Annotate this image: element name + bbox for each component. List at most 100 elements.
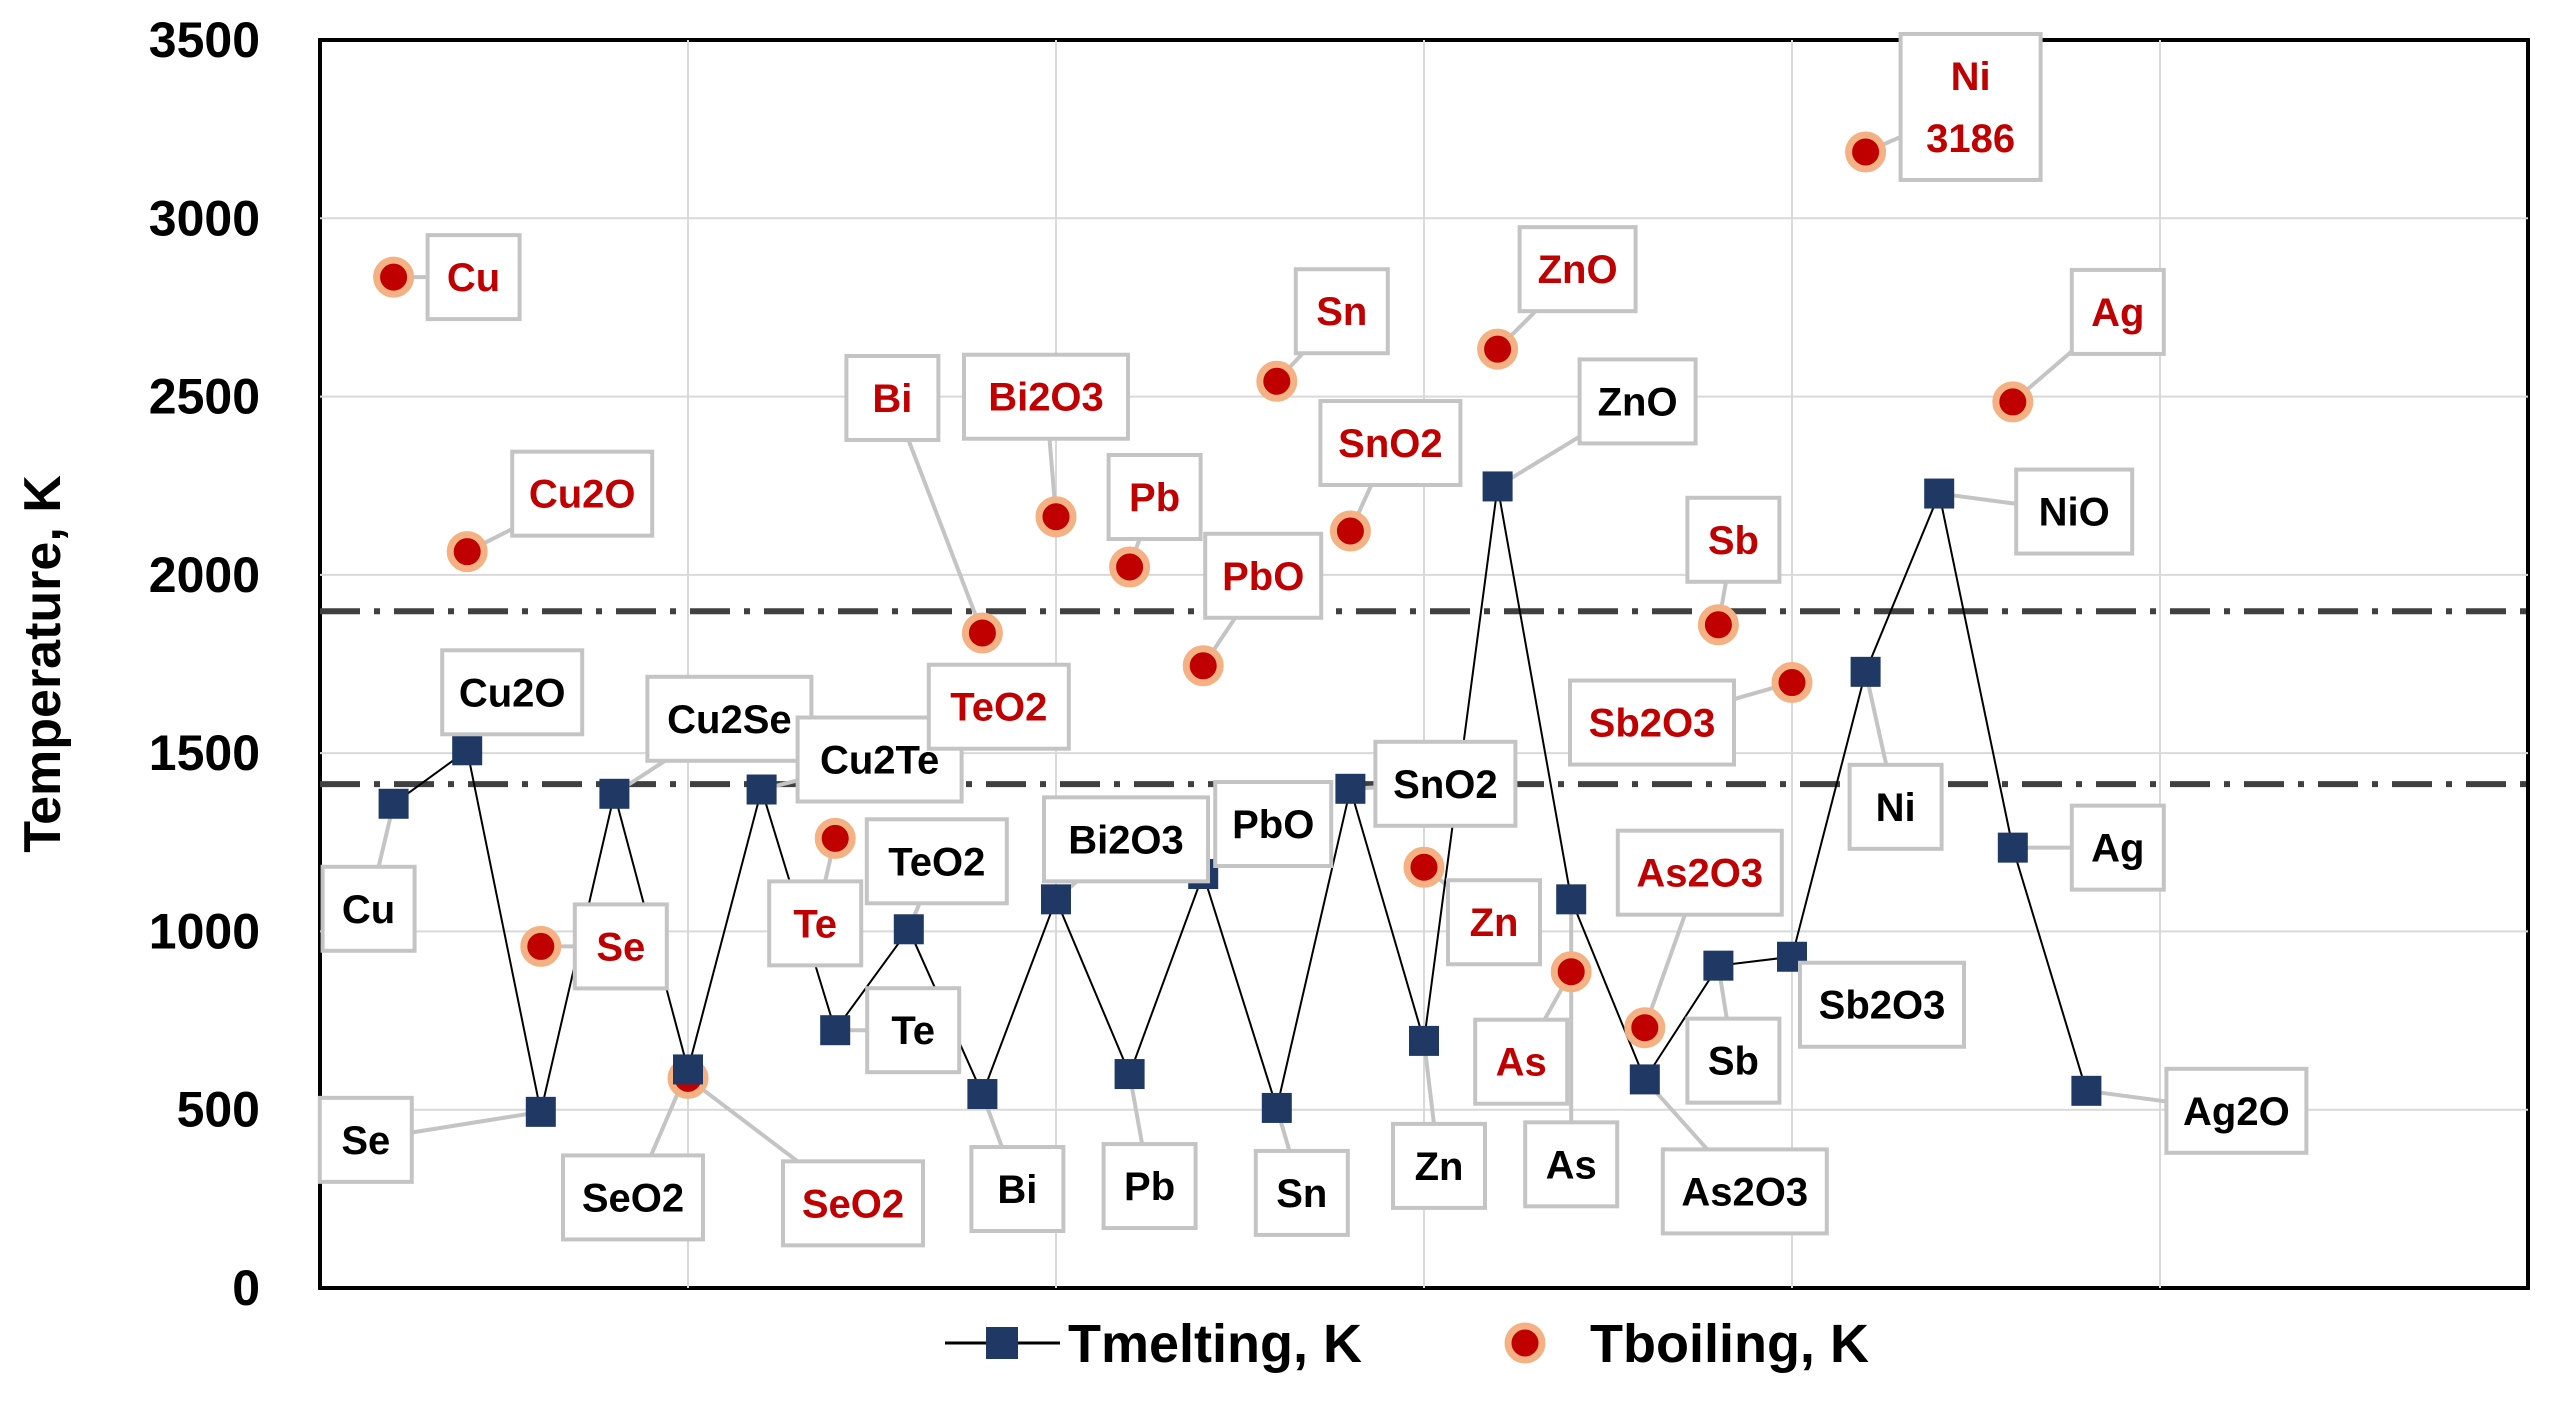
melting-callout-box: [2014, 467, 2135, 556]
legend-label-melting: Tmelting, K: [1068, 1314, 1362, 1374]
melting-callout-box: [1847, 762, 1944, 851]
boiling-point-marker: [1624, 1007, 1666, 1049]
boiling-point-marker: [814, 817, 856, 859]
boiling-data-label: Cu2O: [529, 473, 636, 517]
boiling-callout-box: [1203, 531, 1324, 620]
boiling-callout-box: [2069, 267, 2166, 356]
callout-labels: Cu Cu2O Se Cu2Se SeO2 Cu2Te Te TeO2 Bi Bi2O3 Pb PbO…: [317, 31, 2309, 1248]
boiling-data-label: Ag: [2091, 291, 2144, 335]
boiling-data-label: SnO2: [1338, 422, 1442, 466]
melting-callout-box: [1101, 1142, 1198, 1231]
boiling-callout-box: [1106, 453, 1203, 542]
y-tick-labels: 0 500 1000 1500 2000 2500 3000 3500: [149, 12, 260, 1316]
boiling-callout-box: [1898, 31, 2043, 182]
melting-data-label: Bi: [997, 1168, 1037, 1212]
melting-data-label: TeO2: [888, 840, 985, 884]
boiling-point-marker: [1109, 546, 1151, 588]
boiling-data-label: 3186: [1926, 117, 2015, 161]
boiling-point-marker: [1477, 328, 1519, 370]
boiling-data-label: Sb: [1708, 519, 1759, 563]
melting-data-label: Se: [341, 1119, 390, 1163]
melting-point-marker: [1629, 1064, 1660, 1095]
boiling-point-marker: [1182, 645, 1224, 687]
melting-data-label: ZnO: [1598, 380, 1678, 424]
melting-data-label: Sb: [1708, 1040, 1759, 1084]
melting-data-label: Cu: [342, 888, 395, 932]
boiling-point-marker: [961, 612, 1003, 654]
boiling-data-label: PbO: [1222, 555, 1304, 599]
melting-point-marker: [1114, 1059, 1145, 1090]
melting-point-marker: [378, 788, 409, 819]
legend-marker-melting: [986, 1327, 1018, 1359]
boiling-data-label: Te: [793, 902, 837, 946]
boiling-data-label: Se: [596, 925, 645, 969]
boiling-data-label: As2O3: [1636, 852, 1763, 896]
melting-data-label: Sb2O3: [1819, 984, 1946, 1028]
melting-point-marker: [1041, 884, 1071, 915]
y-tick-label: 1500: [149, 725, 260, 781]
legend-marker-boiling: [1504, 1322, 1546, 1364]
melting-data-label: Sn: [1276, 1172, 1327, 1216]
melting-point-marker: [746, 774, 777, 805]
boiling-point-marker: [1771, 662, 1813, 704]
boiling-point-marker: [1697, 604, 1739, 646]
melting-callout-box: [1577, 357, 1698, 446]
legend-label-boiling: Tboiling, K: [1590, 1314, 1869, 1374]
melting-callout-box: [317, 1095, 414, 1184]
boiling-callout-box: [510, 449, 655, 538]
melting-callout-box: [969, 1145, 1066, 1234]
boiling-callout-box: [1293, 267, 1390, 356]
melting-data-label: As2O3: [1681, 1170, 1808, 1214]
melting-point-marker: [2071, 1075, 2102, 1106]
melting-point-marker: [1924, 478, 1955, 509]
boiling-point-marker: [373, 256, 415, 298]
boiling-callout-box: [1318, 398, 1463, 487]
boiling-callout-box: [781, 1159, 925, 1248]
boiling-point-marker: [1550, 951, 1592, 993]
boiling-data-label: Sn: [1316, 290, 1367, 334]
melting-point-marker: [525, 1096, 556, 1127]
melting-point-marker: [452, 735, 483, 766]
y-tick-label: 3500: [149, 12, 260, 68]
boiling-data-label: TeO2: [950, 686, 1047, 730]
boiling-point-marker: [1256, 360, 1298, 402]
melting-data-label: Cu2Te: [820, 739, 939, 783]
melting-callout-box: [2164, 1066, 2309, 1155]
melting-data-label: Ag2O: [2183, 1090, 2290, 1134]
melting-point-marker: [1850, 656, 1881, 687]
melting-data-label: As: [1546, 1143, 1597, 1187]
melting-point-marker: [820, 1015, 851, 1046]
boiling-point-marker: [1845, 131, 1887, 173]
y-tick-label: 2500: [149, 369, 260, 425]
melting-callout-box: [320, 864, 417, 953]
melting-point-marker: [893, 914, 924, 945]
melting-point-marker: [1556, 884, 1587, 915]
melting-callout-box: [1373, 739, 1518, 828]
melting-series-line: [393, 486, 2088, 1113]
boiling-data-label: Sb2O3: [1589, 702, 1716, 746]
boiling-callout-box: [1615, 828, 1784, 917]
melting-data-label: SnO2: [1393, 763, 1497, 807]
melting-point-marker: [673, 1054, 703, 1085]
melting-point-marker: [1997, 832, 2028, 863]
melting-data-label: PbO: [1232, 803, 1314, 847]
melting-point-marker: [967, 1079, 998, 1110]
y-tick-label: 500: [177, 1082, 260, 1138]
boiling-callout-box: [1685, 495, 1782, 584]
melting-data-label: Ag: [2091, 827, 2144, 871]
boiling-callout-box: [1517, 225, 1638, 314]
melting-data-label: Ni: [1876, 786, 1916, 830]
melting-point-marker: [599, 778, 630, 809]
melting-callout-box: [1253, 1148, 1350, 1237]
boiling-callout-box: [1568, 678, 1736, 767]
y-tick-label: 0: [232, 1260, 260, 1316]
boiling-data-label: Zn: [1470, 901, 1519, 945]
melting-point-marker: [1409, 1025, 1439, 1056]
y-tick-label: 3000: [149, 190, 260, 246]
melting-callout-box: [1042, 795, 1210, 884]
data-markers: [373, 131, 2102, 1127]
melting-callout-box: [1660, 1147, 1829, 1236]
boiling-point-marker: [1035, 496, 1077, 538]
melting-callout-box: [1523, 1120, 1620, 1209]
melting-callout-box: [1798, 960, 1966, 1049]
